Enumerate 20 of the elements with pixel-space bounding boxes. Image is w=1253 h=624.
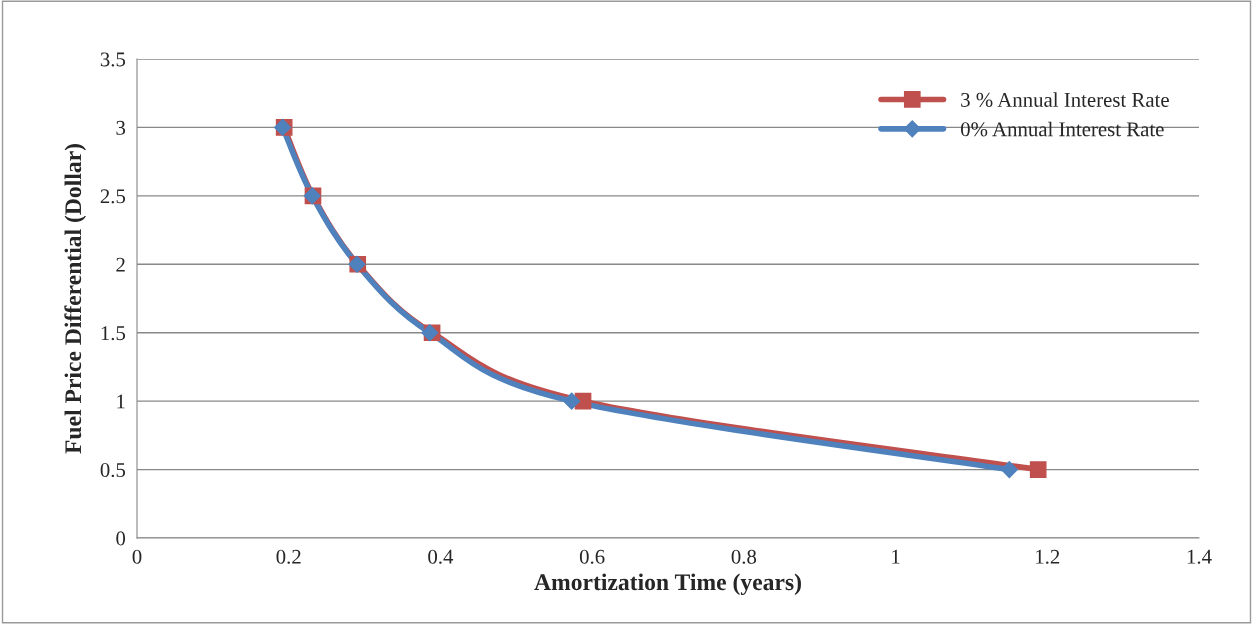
y-tick-label: 0.5 — [100, 462, 126, 478]
y-tick-label: 0 — [116, 531, 126, 546]
x-tick-label: 1 — [892, 549, 900, 564]
legend-label: 3 % Annual Interest Rate — [961, 92, 1169, 107]
y-tick-label: 1.5 — [101, 326, 126, 341]
x-tick-label: 0.2 — [276, 549, 301, 564]
legend-label: 0% Annual Interest Rate — [960, 121, 1164, 137]
y-axis-title: Fuel Price Differential (Dollar) — [64, 144, 86, 454]
x-tick-label: 0.6 — [579, 549, 605, 564]
x-tick-label: 0.4 — [428, 549, 454, 564]
y-tick-label: 2 — [116, 257, 125, 272]
x-tick-label: 1.4 — [1187, 549, 1212, 564]
y-tick-label: 3.5 — [100, 52, 126, 67]
x-axis-title: Amortization Time (years) — [534, 573, 801, 596]
x-tick-label: 0.8 — [731, 549, 757, 564]
x-tick-label: 1.2 — [1036, 549, 1060, 564]
y-tick-label: 2.5 — [100, 189, 126, 204]
y-tick-label: 3 — [116, 120, 126, 135]
y-tick-label: 1 — [117, 394, 125, 409]
x-tick-label: 0 — [132, 549, 142, 564]
